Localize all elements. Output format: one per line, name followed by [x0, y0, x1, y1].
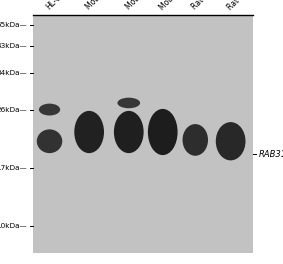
Ellipse shape	[39, 103, 60, 116]
Text: Mouse testis: Mouse testis	[124, 0, 164, 12]
Ellipse shape	[114, 111, 143, 153]
Ellipse shape	[183, 124, 208, 156]
Text: Mouse lung: Mouse lung	[158, 0, 195, 12]
Text: 26kDa—: 26kDa—	[0, 107, 27, 112]
Text: 17kDa—: 17kDa—	[0, 165, 27, 171]
Text: RAB31: RAB31	[259, 150, 283, 159]
Bar	[33, 15, 253, 253]
Text: 34kDa—: 34kDa—	[0, 70, 27, 76]
Text: Mouse brain: Mouse brain	[84, 0, 124, 12]
Text: Rat lung: Rat lung	[226, 0, 255, 12]
Ellipse shape	[37, 129, 62, 153]
Text: Rat brain: Rat brain	[190, 0, 222, 12]
Text: 55kDa—: 55kDa—	[0, 22, 27, 28]
Text: 43kDa—: 43kDa—	[0, 43, 27, 49]
Ellipse shape	[148, 109, 178, 155]
Ellipse shape	[216, 122, 245, 161]
Ellipse shape	[74, 111, 104, 153]
Ellipse shape	[117, 98, 140, 108]
Text: HL-60: HL-60	[45, 0, 67, 12]
Text: 10kDa—: 10kDa—	[0, 223, 27, 229]
